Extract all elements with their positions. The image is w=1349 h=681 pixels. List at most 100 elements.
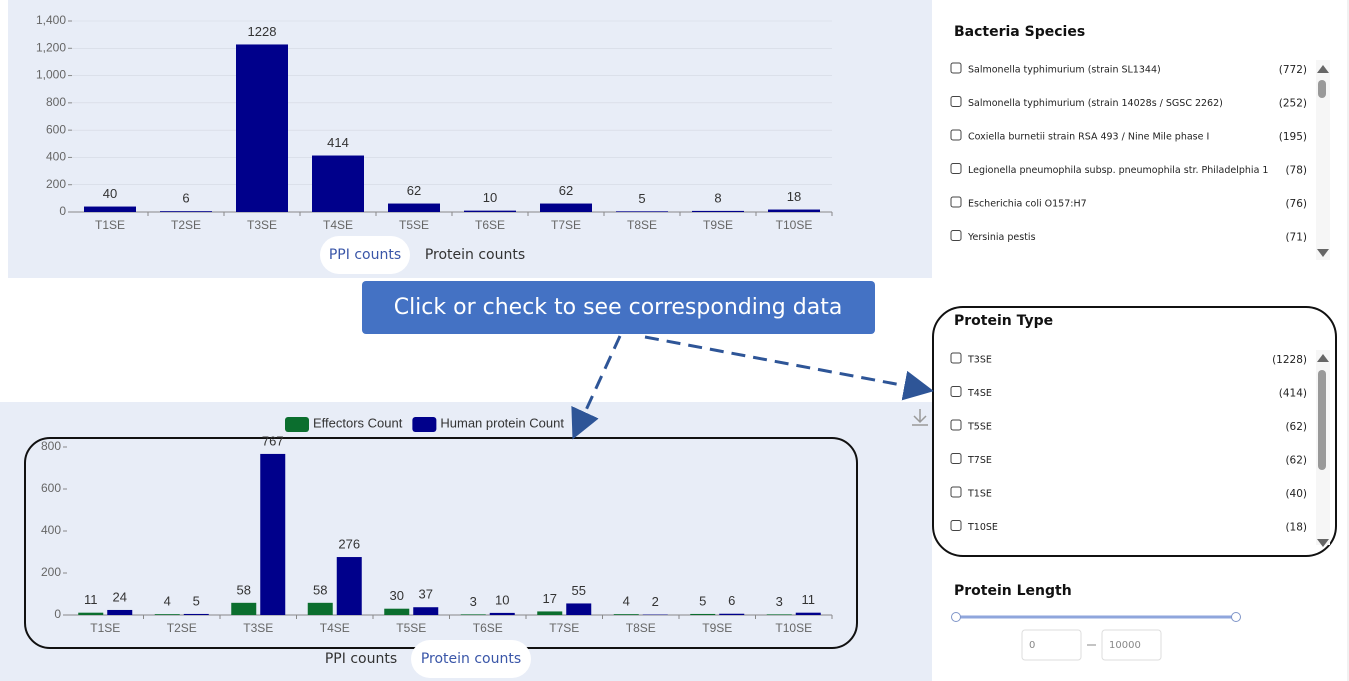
bar [183,613,209,615]
value-label: 62 [407,183,421,198]
value-label: 2 [652,594,659,609]
bar [160,211,212,212]
bar [616,211,668,212]
y-tick-label: 600 [41,481,61,495]
value-label: 11 [802,592,816,607]
bar [231,602,257,615]
value-label: 5 [699,593,706,608]
bar [312,155,364,212]
value-label: 17 [543,591,557,606]
item-label[interactable]: Salmonella typhimurium (strain 14028s / … [968,98,1223,109]
min-value: 0 [1029,640,1035,651]
x-tick-label: T3SE [243,621,273,635]
item-label[interactable]: T10SE [967,522,998,533]
item-count: (78) [1285,165,1307,177]
checkbox[interactable] [950,520,962,531]
download-glyph [912,409,928,426]
x-tick-label: T10SE [776,218,813,232]
item-label[interactable]: T3SE [967,355,992,366]
item-label[interactable]: T4SE [967,388,992,399]
x-tick-label: T6SE [473,621,503,635]
bar [537,611,563,615]
bar [336,557,362,615]
bar [489,612,515,615]
bar [719,613,745,615]
checkbox[interactable] [950,386,962,397]
section-title: Protein Length [954,583,1072,599]
top-panel [8,0,932,278]
legend-label[interactable]: Effectors Count [313,415,403,430]
checkbox[interactable] [950,419,962,431]
checkbox[interactable] [950,62,962,74]
checkbox[interactable] [950,453,962,464]
checkbox[interactable] [950,163,962,174]
x-tick-label: T1SE [95,218,125,232]
tab-label[interactable]: Protein counts [425,247,525,263]
item-label[interactable]: T7SE [967,455,992,466]
legend-label[interactable]: Human protein Count [440,415,564,430]
x-tick-label: T9SE [703,218,733,232]
x-tick-label: T5SE [399,218,429,232]
checkbox[interactable] [950,129,962,141]
checkbox[interactable] [950,196,962,208]
item-label[interactable]: T5SE [967,422,992,433]
item-label[interactable]: T1SE [967,489,992,500]
y-tick-label: 600 [46,122,66,136]
item-label[interactable]: Yersinia pestis [967,232,1036,243]
y-tick-label: 800 [46,95,66,109]
value-label: 18 [787,189,801,204]
checkbox[interactable] [950,96,962,107]
tab-label[interactable]: Protein counts [421,651,521,667]
bar [307,602,333,615]
value-label: 11 [84,592,98,607]
scroll-down[interactable] [1317,539,1329,547]
bar [84,206,136,212]
bar [795,612,821,615]
value-label: 3 [776,594,783,609]
legend-swatch[interactable] [285,417,309,432]
value-label: 8 [714,190,721,205]
item-count: (1228) [1272,354,1307,366]
checkbox[interactable] [950,352,962,364]
x-tick-label: T4SE [323,218,353,232]
bar [464,210,516,212]
scrollbar[interactable] [1316,60,1330,260]
item-count: (62) [1285,421,1307,433]
legend-swatch[interactable] [412,417,437,432]
bar [613,614,639,615]
max-input[interactable] [1101,629,1162,661]
scroll-down[interactable] [1317,249,1329,257]
value-label: 55 [572,583,586,598]
y-tick-label: 0 [59,204,66,218]
checkbox[interactable] [950,230,962,241]
tab-label[interactable]: PPI counts [329,247,401,263]
scroll-up[interactable] [1317,65,1329,73]
checkbox[interactable] [950,486,962,498]
item-label[interactable]: Coxiella burnetii strain RSA 493 / Nine … [968,132,1209,143]
range-handle[interactable] [951,612,961,622]
section-title: Protein Type [954,313,1053,329]
scroll-up[interactable] [1317,354,1329,362]
x-tick-label: T1SE [90,621,120,635]
tab-pill[interactable] [411,640,531,678]
min-input[interactable] [1021,629,1082,661]
bar [692,210,744,212]
tab-label[interactable]: PPI counts [325,651,397,667]
download-icon[interactable] [912,409,928,426]
scroll-thumb[interactable] [1318,370,1326,470]
item-label[interactable]: Legionella pneumophila subsp. pneumophil… [968,165,1268,176]
item-label[interactable]: Salmonella typhimurium (strain SL1344) [968,65,1161,76]
bar [413,607,439,615]
x-tick-label: T7SE [549,621,579,635]
bar [460,614,486,615]
item-count: (772) [1279,64,1307,76]
bar [107,609,133,615]
y-tick-label: 400 [41,523,61,537]
x-tick-label: T2SE [171,218,201,232]
tab-pill[interactable] [320,236,410,274]
value-label: 767 [262,433,284,448]
range-handle[interactable] [1231,612,1241,622]
item-label[interactable]: Escherichia coli O157:H7 [968,199,1087,210]
scroll-thumb[interactable] [1318,80,1326,98]
